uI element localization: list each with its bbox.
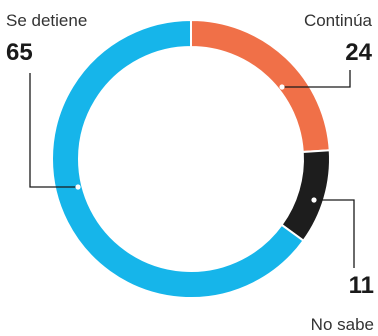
label-no-sabe: No sabe: [311, 315, 374, 334]
leader-continua: [282, 70, 351, 88]
value-no-sabe: 11: [349, 272, 374, 299]
slice-continua: [190, 18, 331, 154]
slice-no-sabe: [280, 149, 331, 243]
leader-no-sabe: [314, 199, 355, 268]
leader-dot-no-sabe: [311, 197, 317, 203]
donut-slices: [51, 18, 331, 299]
leader-dot-continua: [279, 84, 285, 90]
value-se-detiene: 65: [6, 39, 33, 66]
value-continua: 24: [345, 39, 372, 66]
leader-lines: [29, 70, 355, 268]
slice-se-detiene: [51, 18, 305, 299]
leader-dot-se-detiene: [75, 184, 81, 190]
label-continua: Continúa: [304, 11, 373, 30]
leader-se-detiene: [29, 73, 78, 188]
label-se-detiene: Se detiene: [6, 11, 87, 30]
